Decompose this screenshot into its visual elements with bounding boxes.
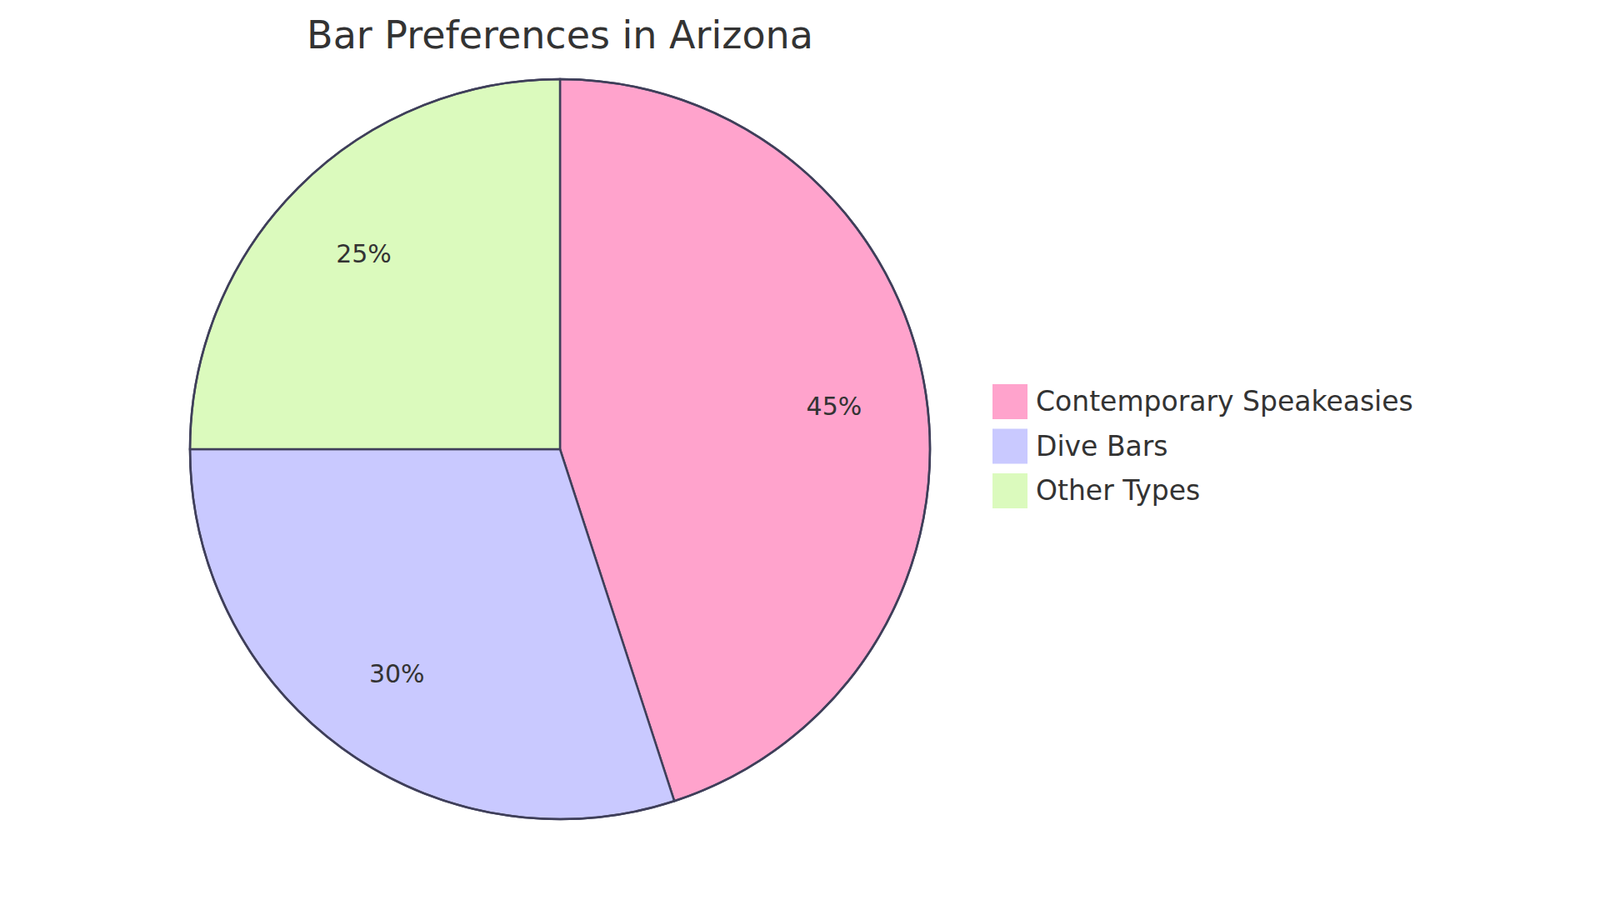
slice xyxy=(190,79,560,450)
legend-swatch xyxy=(991,383,1029,420)
pie-outline xyxy=(190,79,930,820)
legend-swatch xyxy=(991,472,1029,510)
data-label: 30% xyxy=(369,659,425,689)
legend-label: Contemporary Speakeasies xyxy=(1035,385,1414,418)
legend-swatch xyxy=(991,428,1029,465)
data-label: 45% xyxy=(806,391,863,421)
legend-label: Other Types xyxy=(1035,474,1200,507)
legend-label: Dive Bars xyxy=(1035,430,1169,463)
data-labels: 45% 30% 25% xyxy=(335,239,862,690)
legend: Contemporary Speakeasies Dive Bars Other T… xyxy=(991,383,1414,510)
chart: Bar Preferences in Arizona 45% 30% 25% Conte… xyxy=(0,0,1600,900)
slice xyxy=(190,449,675,820)
data-label: 25% xyxy=(335,239,392,269)
slices xyxy=(190,79,930,820)
title: Bar Preferences in Arizona xyxy=(306,12,814,58)
